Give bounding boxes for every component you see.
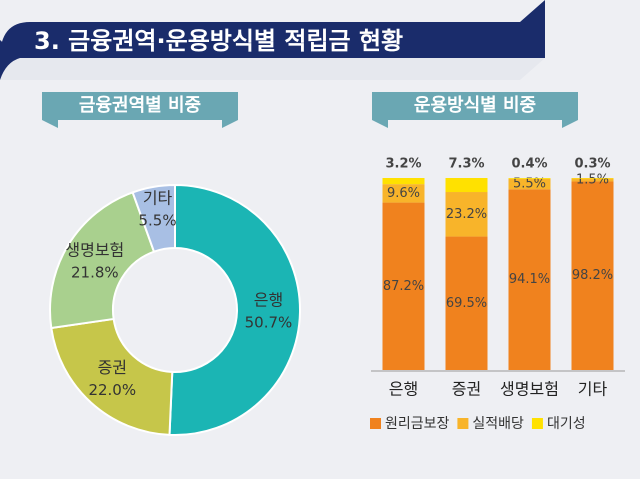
donut-slice <box>168 183 301 436</box>
bar-value-label: 3.2% <box>385 157 421 172</box>
bar-segment <box>508 189 551 370</box>
bar-segment <box>571 178 614 179</box>
bar-value-label: 1.5% <box>576 173 609 188</box>
chart-title: 금융권역별 비중 <box>79 95 201 116</box>
bar-value-label: 23.2% <box>446 207 487 222</box>
bar-value-label: 0.4% <box>511 157 547 172</box>
slice-value-label: 21.8% <box>71 263 119 281</box>
subtitle-ribbon <box>42 92 238 128</box>
header-title: 3. 금융권역·운용방식별 적립금 현황 <box>34 27 403 55</box>
donut-slice <box>49 191 156 330</box>
slice-label: 증권 <box>98 358 127 377</box>
bar-segment <box>382 178 425 185</box>
legend-label: 실적배당 <box>472 416 524 432</box>
header-curl <box>0 40 20 80</box>
bar-segment <box>571 181 614 370</box>
bar-value-label: 69.5% <box>446 296 487 311</box>
bar-segment <box>508 178 551 179</box>
legend-swatch <box>531 418 543 429</box>
x-tick-label: 은행 <box>389 380 418 399</box>
x-tick-label: 생명보험 <box>500 380 559 399</box>
bar-segment <box>382 202 425 370</box>
bar-value-label: 5.5% <box>513 177 546 192</box>
bar-segment <box>571 178 614 182</box>
bar-segment <box>445 236 488 370</box>
x-tick-label: 증권 <box>452 380 481 399</box>
legend-swatch <box>370 418 381 429</box>
legend-label: 원리금보장 <box>385 416 450 432</box>
x-tick-label: 기타 <box>578 380 608 399</box>
header-shadow <box>0 58 545 80</box>
donut-slice <box>131 183 176 253</box>
slice-label: 기타 <box>143 189 173 208</box>
slice-label: 생명보험 <box>65 240 124 259</box>
legend-label: 대기성 <box>547 416 586 432</box>
slice-label: 은행 <box>254 291 283 310</box>
bar-value-label: 9.6% <box>387 186 420 201</box>
slice-value-label: 22.0% <box>88 381 136 399</box>
slice-value-label: 50.7% <box>245 314 293 332</box>
subtitle-ribbon <box>372 92 578 128</box>
bar-value-label: 87.2% <box>383 279 424 294</box>
bar-value-label: 7.3% <box>448 157 484 172</box>
bar-segment <box>382 184 425 203</box>
bar-value-label: 0.3% <box>574 157 610 172</box>
bar-segment <box>508 178 551 190</box>
legend-swatch <box>457 418 469 429</box>
bar-value-label: 94.1% <box>509 272 550 287</box>
bar-value-label: 98.2% <box>572 268 613 283</box>
slice-value-label: 5.5% <box>138 212 176 230</box>
bar-segment <box>445 192 488 237</box>
donut-slice <box>50 317 174 436</box>
header-banner <box>0 0 545 58</box>
bar-segment <box>445 178 488 193</box>
chart-title: 운용방식별 비중 <box>414 95 536 116</box>
